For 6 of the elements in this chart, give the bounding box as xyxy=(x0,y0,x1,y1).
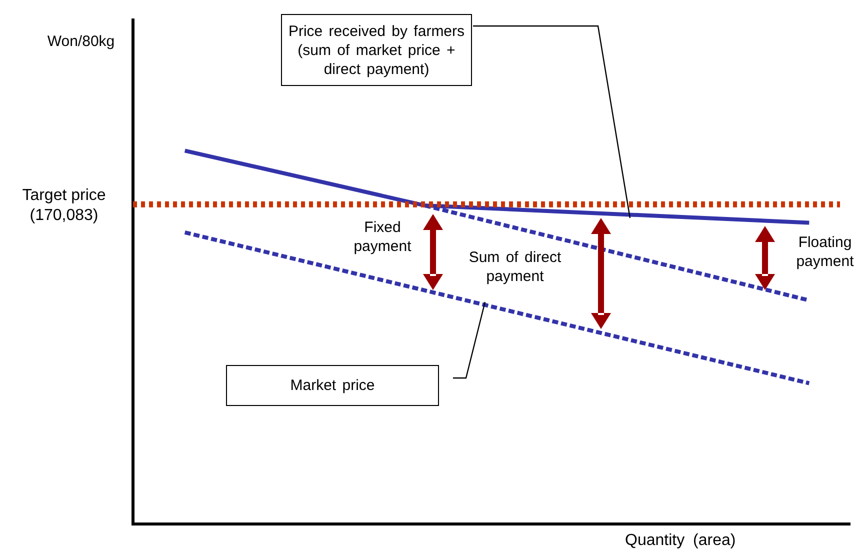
annotation: Sum of direct payment xyxy=(468,248,562,286)
text: Won/80kg xyxy=(46,32,116,51)
ref-line-label: Target price (170,083) xyxy=(21,186,107,226)
annotation: Fixed payment xyxy=(352,218,412,256)
x-axis-title: Quantity (area) xyxy=(625,531,736,549)
annotation: Floating payment xyxy=(795,233,855,271)
